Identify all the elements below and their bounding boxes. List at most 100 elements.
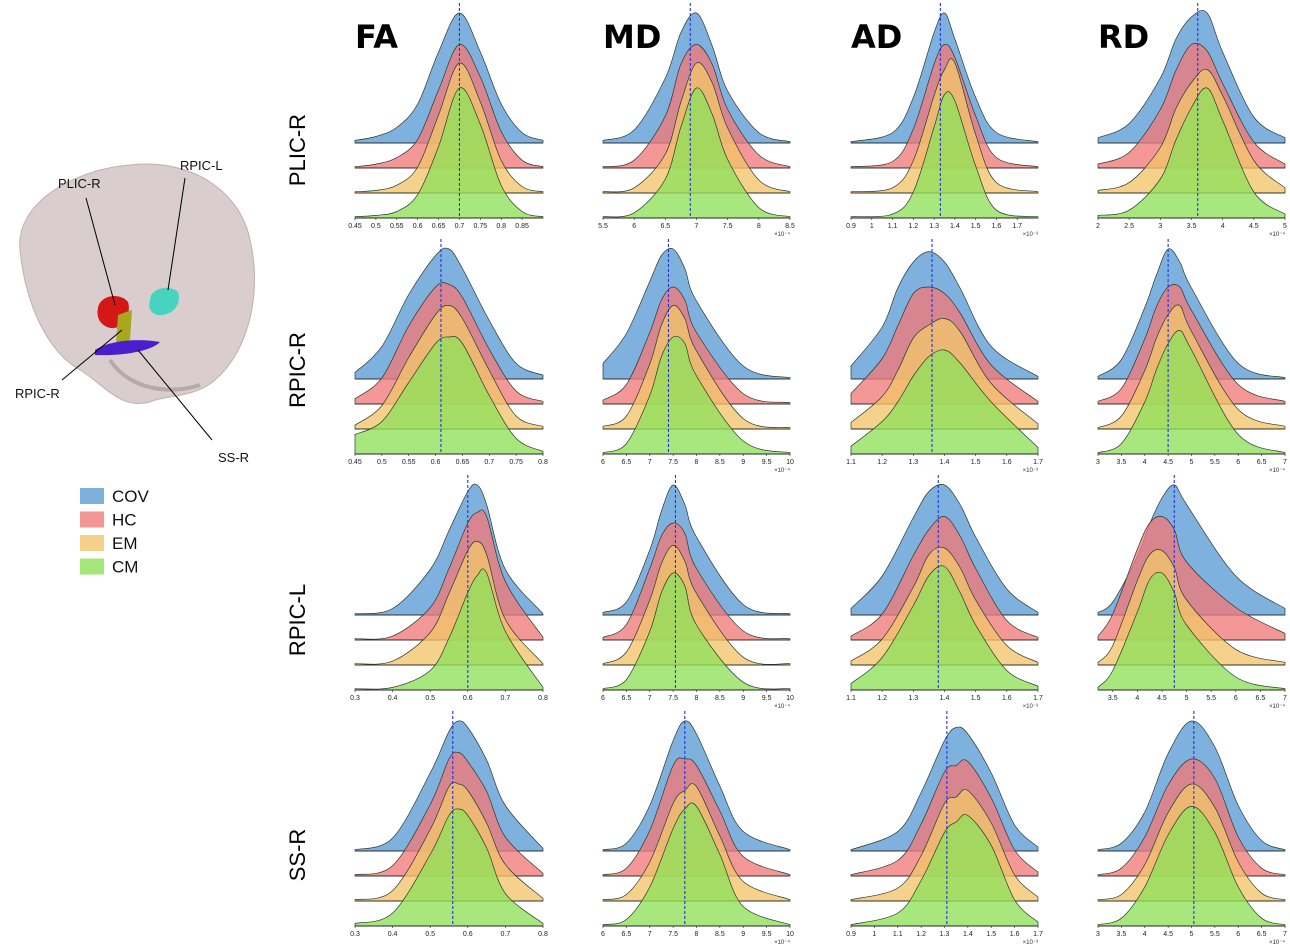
x-multiplier: ×10⁻⁴: [1269, 467, 1285, 474]
ridge-panel: 6 6.5 7 7.5 8 8.5 9 9.5 10×10⁻⁴: [601, 475, 794, 710]
ridge-panel: 0.3 0.4 0.5 0.6 0.7 0.8: [350, 475, 548, 702]
x-tick-label: 0.7: [501, 695, 511, 702]
x-tick-label: 2: [1096, 223, 1100, 230]
x-tick-label: 4.5: [1163, 931, 1173, 938]
x-tick-label: 1.5: [971, 459, 981, 466]
column-title: FA: [355, 18, 398, 56]
ridge-panel: 0.9 1 1.1 1.2 1.3 1.4 1.5 1.6 1.7×10⁻³: [846, 3, 1039, 238]
x-tick-label: 0.45: [348, 459, 362, 466]
ridge-area: [850, 565, 1039, 691]
x-tick-label: 3: [1158, 223, 1162, 230]
x-tick-label: 10: [786, 459, 794, 466]
x-tick-label: 0.45: [348, 223, 362, 230]
column-title: MD: [603, 18, 661, 56]
x-tick-label: 1: [872, 931, 876, 938]
leader-line: [61, 329, 123, 381]
x-tick-label: 1.1: [846, 695, 856, 702]
x-tick-label: 3.5: [1108, 695, 1118, 702]
x-tick-label: 5: [1190, 931, 1194, 938]
x-tick-label: 5.5: [598, 223, 608, 230]
x-tick-label: 0.5: [425, 931, 435, 938]
x-tick-label: 6.5: [622, 459, 632, 466]
x-tick-label: 6: [601, 931, 605, 938]
ridge-area: [1097, 571, 1286, 691]
x-tick-label: 6.5: [622, 695, 632, 702]
x-tick-label: 4: [1221, 223, 1225, 230]
ridge-area: [602, 335, 791, 455]
x-tick-label: 1.2: [877, 695, 887, 702]
x-tick-label: 0.85: [515, 223, 529, 230]
column-title: RD: [1098, 18, 1149, 56]
x-tick-label: 8.5: [715, 459, 725, 466]
x-multiplier: ×10⁻⁴: [1269, 939, 1285, 946]
rpic-r-region: [116, 310, 132, 344]
ridge-panel: 1.1 1.2 1.3 1.4 1.5 1.6 1.7 ×10⁻³: [846, 239, 1043, 474]
x-tick-label: 9: [741, 459, 745, 466]
brain-label: RPIC-R: [15, 386, 60, 401]
legend-swatch: [80, 488, 104, 504]
ridge-panel: 3.5 4 4.5 5 5.5 6 6.5 7×10⁻⁴: [1097, 475, 1287, 710]
x-tick-label: 7.5: [668, 459, 678, 466]
x-multiplier: ×10⁻⁴: [1269, 231, 1285, 238]
x-tick-label: 1.1: [893, 931, 903, 938]
x-tick-label: 0.7: [484, 459, 494, 466]
x-tick-label: 7.5: [668, 695, 678, 702]
legend-swatch: [80, 511, 104, 528]
x-tick-label: 1.5: [971, 695, 981, 702]
x-tick-label: 1.6: [1002, 695, 1012, 702]
x-tick-label: 6: [632, 223, 636, 230]
ridge-panel: 6 6.5 7 7.5 8 8.5 9 9.5 10×10⁻⁴: [601, 711, 794, 946]
ridge-area: [354, 808, 544, 927]
x-tick-label: 1.1: [846, 459, 856, 466]
x-tick-label: 6.5: [660, 223, 670, 230]
x-tick-label: 9.5: [762, 695, 772, 702]
x-tick-label: 1.1: [888, 223, 898, 230]
x-tick-label: 0.8: [496, 223, 506, 230]
x-tick-label: 9.5: [762, 459, 772, 466]
ridge-area: [1097, 330, 1286, 455]
ridge-area: [1097, 806, 1286, 927]
ridge-area: [602, 572, 791, 691]
x-tick-label: 0.4: [388, 695, 398, 702]
x-tick-label: 7: [648, 459, 652, 466]
x-tick-label: 5.5: [1206, 695, 1216, 702]
x-tick-label: 2.5: [1124, 223, 1134, 230]
x-tick-label: 10: [786, 695, 794, 702]
x-tick-label: 4.5: [1163, 459, 1173, 466]
x-tick-label: 0.7: [501, 931, 511, 938]
legend-swatch: [80, 558, 104, 575]
x-tick-label: 0.5: [425, 695, 435, 702]
x-tick-label: 8: [695, 695, 699, 702]
x-tick-label: 5: [1190, 459, 1194, 466]
x-tick-label: 7: [648, 695, 652, 702]
x-tick-label: 1.6: [992, 223, 1002, 230]
legend-label: CM: [112, 558, 138, 577]
x-tick-label: 3: [1096, 459, 1100, 466]
x-tick-label: 1.2: [908, 223, 918, 230]
x-multiplier: ×10⁻⁴: [1269, 703, 1285, 710]
x-tick-label: 6: [601, 695, 605, 702]
row-title: RPIC-L: [285, 584, 310, 656]
ridge-panel: 1.1 1.2 1.3 1.4 1.5 1.6 1.7 ×10⁻³: [846, 475, 1043, 710]
x-tick-label: 6.5: [1257, 459, 1267, 466]
ridge-panel: 5.5 6 6.5 7 7.5 8 8.5×10⁻⁴: [598, 3, 795, 238]
x-tick-label: 0.6: [413, 223, 423, 230]
x-tick-label: 0.55: [390, 223, 404, 230]
x-tick-label: 1.5: [971, 223, 981, 230]
ridge-panel: 0.9 1 1.1 1.2 1.3 1.4 1.5 1.6 1.7×10⁻³: [846, 711, 1043, 946]
ridge-area: [602, 87, 791, 219]
leader-line: [137, 349, 213, 441]
x-tick-label: 3.5: [1117, 459, 1127, 466]
x-tick-label: 0.65: [432, 223, 446, 230]
x-tick-label: 1.7: [1012, 223, 1022, 230]
x-tick-label: 7: [695, 223, 699, 230]
x-tick-label: 6: [1236, 459, 1240, 466]
x-tick-label: 8.5: [715, 931, 725, 938]
legend-label: COV: [112, 487, 150, 506]
brain-label: SS-R: [218, 450, 249, 465]
x-tick-label: 7: [648, 931, 652, 938]
x-tick-label: 1.4: [940, 459, 950, 466]
x-tick-label: 0.3: [350, 695, 360, 702]
